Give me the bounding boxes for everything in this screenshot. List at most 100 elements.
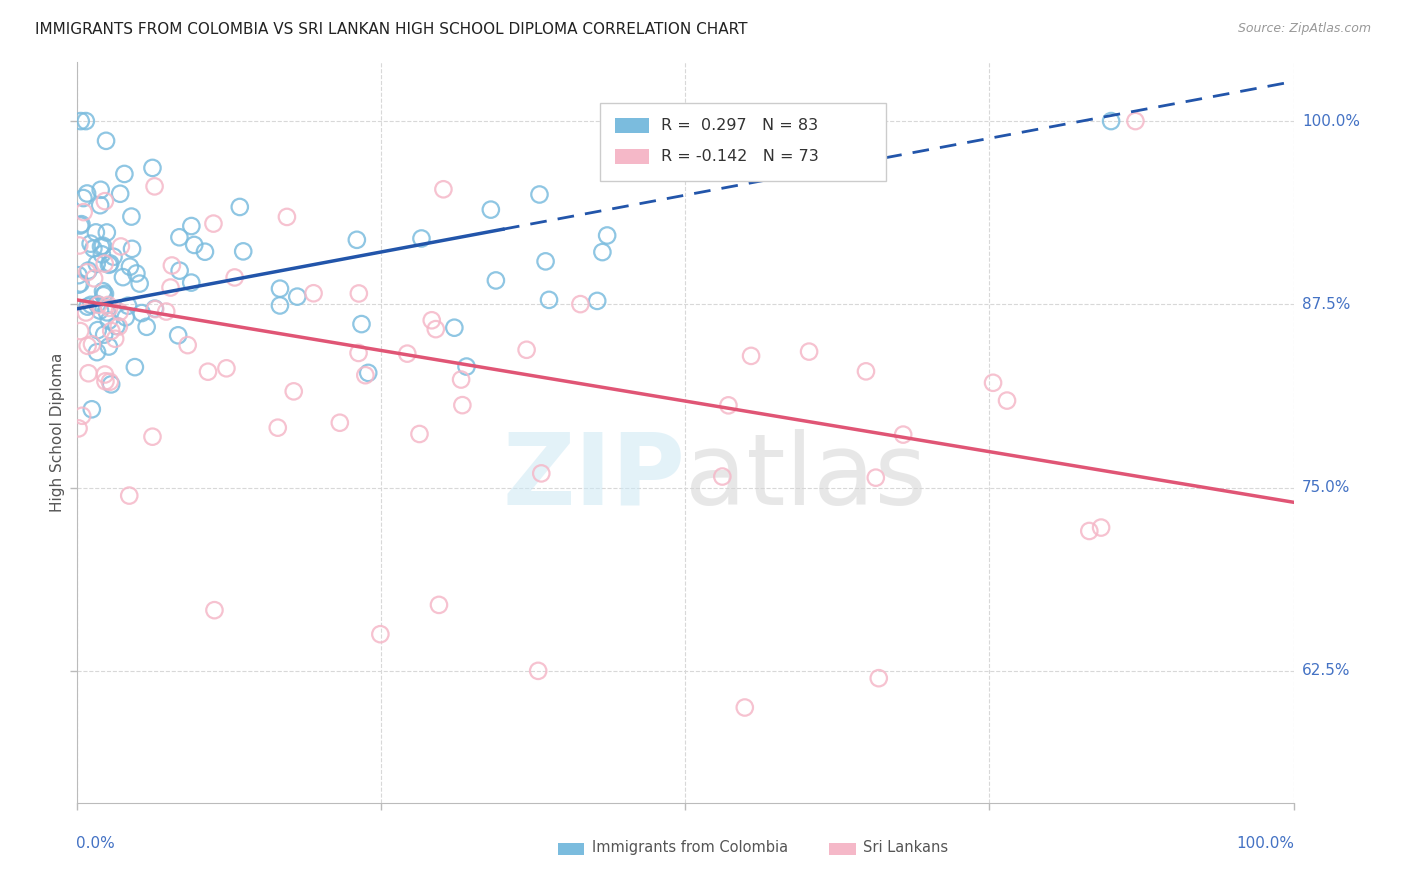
Point xyxy=(98,301,121,315)
Point xyxy=(1090,520,1112,534)
Point xyxy=(302,286,325,301)
Text: 75.0%: 75.0% xyxy=(1302,480,1350,495)
Point xyxy=(97,258,120,272)
Point xyxy=(396,346,419,360)
Point xyxy=(80,402,103,417)
Point xyxy=(427,598,450,612)
Text: 62.5%: 62.5% xyxy=(1302,664,1350,678)
Point xyxy=(856,114,879,128)
Point xyxy=(176,338,198,352)
Point xyxy=(125,267,148,281)
Point xyxy=(350,317,373,331)
Point xyxy=(77,263,100,277)
Text: 100.0%: 100.0% xyxy=(1237,836,1295,851)
Point xyxy=(82,242,104,256)
Point xyxy=(76,265,98,279)
Point xyxy=(354,368,377,383)
Point xyxy=(91,238,114,252)
Text: Immigrants from Colombia: Immigrants from Colombia xyxy=(592,840,787,855)
Point xyxy=(169,263,191,277)
Point xyxy=(141,430,163,444)
Point xyxy=(868,671,890,685)
Point xyxy=(118,489,141,503)
Point xyxy=(865,470,887,484)
Point xyxy=(87,298,110,312)
Point xyxy=(346,233,368,247)
Point xyxy=(534,254,557,268)
Point xyxy=(100,324,122,338)
Y-axis label: High School Diploma: High School Diploma xyxy=(49,353,65,512)
Point xyxy=(100,377,122,392)
Point xyxy=(110,239,132,253)
FancyBboxPatch shape xyxy=(600,103,886,181)
Point xyxy=(229,200,252,214)
Point xyxy=(86,257,108,271)
Bar xyxy=(558,843,585,855)
Point xyxy=(215,361,238,376)
Point xyxy=(591,245,613,260)
Point xyxy=(443,320,465,334)
Point xyxy=(160,259,183,273)
Point xyxy=(128,277,150,291)
Point xyxy=(347,346,370,360)
Point xyxy=(97,313,120,327)
Point xyxy=(69,114,91,128)
Point xyxy=(76,339,98,353)
Point xyxy=(856,114,879,128)
Text: R = -0.142   N = 73: R = -0.142 N = 73 xyxy=(661,149,818,164)
Point xyxy=(93,288,115,302)
Point xyxy=(347,286,370,301)
Point xyxy=(370,627,392,641)
Point xyxy=(527,664,550,678)
Point xyxy=(197,365,219,379)
Point xyxy=(569,297,592,311)
Point xyxy=(456,359,478,374)
Point xyxy=(69,324,91,338)
Point xyxy=(479,202,502,217)
Point xyxy=(357,366,380,380)
Point xyxy=(120,210,142,224)
Point xyxy=(596,228,619,243)
Point xyxy=(73,205,96,219)
Point xyxy=(72,191,94,205)
Point xyxy=(80,337,103,351)
Point xyxy=(76,186,98,201)
Point xyxy=(67,238,90,252)
Point xyxy=(717,398,740,412)
Point xyxy=(329,416,352,430)
Text: ZIP: ZIP xyxy=(502,428,686,525)
Point xyxy=(135,319,157,334)
Point xyxy=(118,260,141,274)
Point xyxy=(267,420,290,434)
Point xyxy=(97,298,120,312)
Point xyxy=(105,318,128,333)
Point xyxy=(67,268,90,283)
Text: R =  0.297   N = 83: R = 0.297 N = 83 xyxy=(661,118,818,133)
Point xyxy=(143,301,166,316)
Point xyxy=(155,304,177,318)
Point xyxy=(1125,114,1147,128)
Point xyxy=(108,186,131,201)
Point xyxy=(283,384,305,399)
Point xyxy=(96,305,118,319)
Text: 100.0%: 100.0% xyxy=(1302,113,1360,128)
Point xyxy=(169,230,191,244)
Point xyxy=(450,373,472,387)
Point xyxy=(269,298,291,312)
Point xyxy=(103,250,125,264)
Point xyxy=(995,393,1018,408)
Point xyxy=(131,306,153,320)
Text: IMMIGRANTS FROM COLOMBIA VS SRI LANKAN HIGH SCHOOL DIPLOMA CORRELATION CHART: IMMIGRANTS FROM COLOMBIA VS SRI LANKAN H… xyxy=(35,22,748,37)
Point xyxy=(80,298,103,312)
Point xyxy=(75,305,97,319)
Point xyxy=(69,277,91,291)
Point xyxy=(112,167,135,181)
Point xyxy=(408,427,430,442)
Point xyxy=(451,398,474,412)
Point xyxy=(180,219,202,233)
Point xyxy=(143,302,166,317)
Point xyxy=(84,226,107,240)
Text: 0.0%: 0.0% xyxy=(76,836,115,851)
Text: Sri Lankans: Sri Lankans xyxy=(863,840,948,855)
Point xyxy=(69,219,91,233)
